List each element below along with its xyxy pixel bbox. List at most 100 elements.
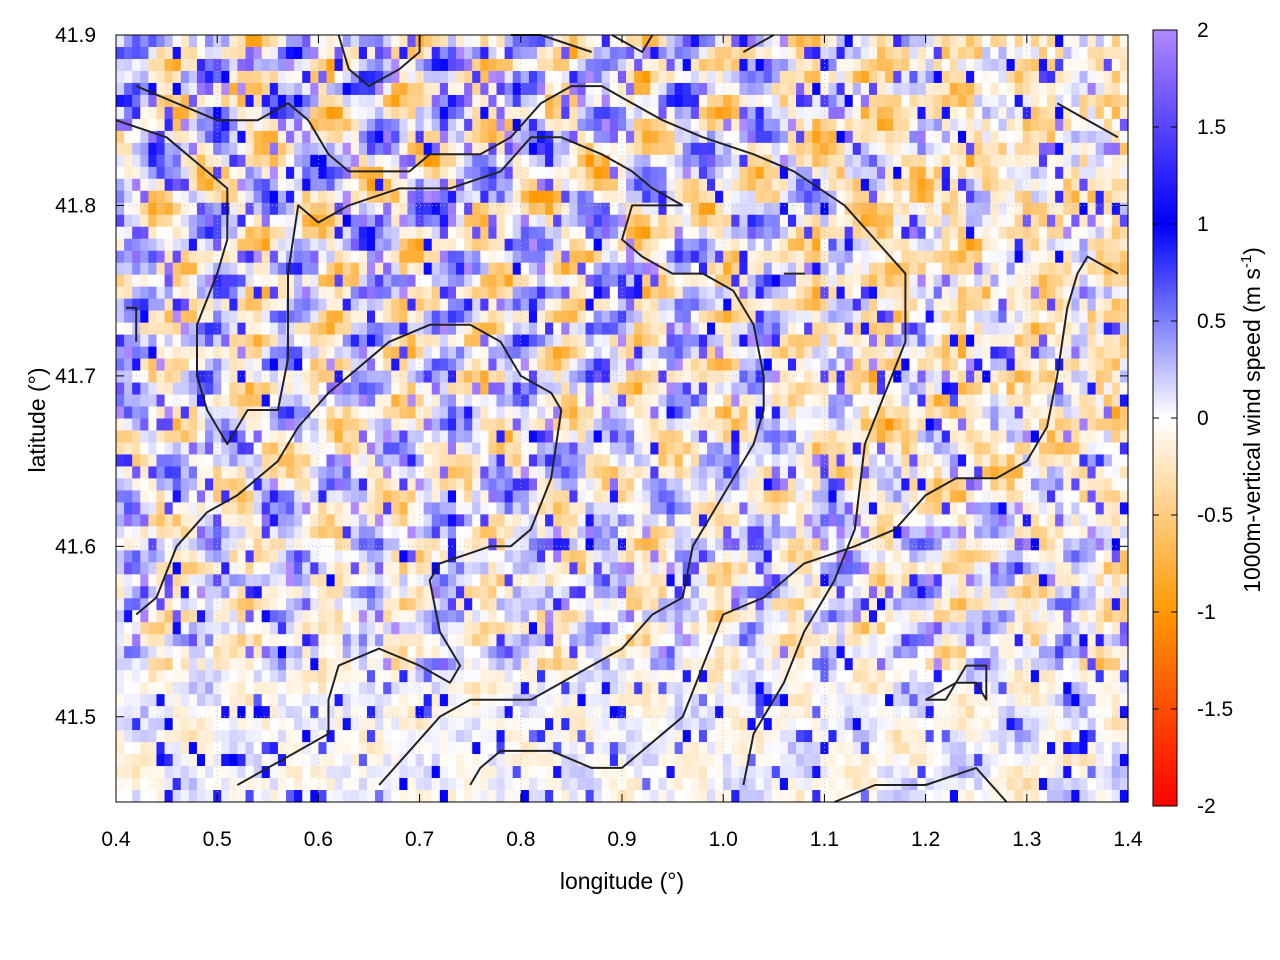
heatmap-cell bbox=[180, 166, 190, 180]
heatmap-cell bbox=[447, 46, 457, 60]
heatmap-cell bbox=[634, 190, 643, 204]
heatmap-cell bbox=[1103, 154, 1113, 168]
heatmap-cell bbox=[415, 442, 425, 456]
heatmap-cell bbox=[787, 466, 797, 480]
heatmap-cell bbox=[787, 70, 797, 84]
heatmap-cell bbox=[569, 454, 579, 468]
heatmap-cell bbox=[1087, 394, 1097, 408]
heatmap-cell bbox=[536, 490, 546, 503]
heatmap-cell bbox=[1103, 394, 1113, 408]
heatmap-cell bbox=[512, 394, 522, 408]
heatmap-cell bbox=[156, 82, 166, 96]
heatmap-cell bbox=[553, 70, 562, 84]
heatmap-cell bbox=[237, 106, 247, 120]
heatmap-cell bbox=[917, 382, 927, 396]
heatmap-cell bbox=[383, 358, 392, 372]
heatmap-cell bbox=[350, 154, 360, 168]
heatmap-cell bbox=[1055, 466, 1064, 480]
heatmap-cell bbox=[852, 46, 862, 60]
heatmap-cell bbox=[707, 94, 716, 108]
heatmap-cell bbox=[431, 502, 441, 515]
heatmap-cell bbox=[852, 382, 862, 396]
heatmap-cell bbox=[294, 214, 303, 228]
heatmap-cell bbox=[917, 370, 927, 384]
heatmap-cell bbox=[302, 238, 311, 252]
heatmap-cell bbox=[310, 35, 319, 48]
heatmap-cell bbox=[132, 142, 141, 156]
heatmap-cell bbox=[682, 106, 692, 120]
heatmap-cell bbox=[569, 106, 579, 120]
heatmap-cell bbox=[472, 118, 481, 132]
heatmap-cell bbox=[690, 346, 700, 360]
heatmap-cell bbox=[196, 238, 206, 252]
heatmap-cell bbox=[512, 226, 522, 240]
heatmap-cell bbox=[213, 214, 222, 228]
heatmap-cell bbox=[512, 334, 522, 348]
heatmap-cell bbox=[707, 70, 716, 84]
heatmap-cell bbox=[439, 154, 449, 168]
heatmap-cell bbox=[253, 238, 263, 252]
heatmap-cell bbox=[1079, 382, 1089, 396]
heatmap-cell bbox=[1087, 82, 1097, 96]
heatmap-cell bbox=[358, 70, 368, 84]
heatmap-cell bbox=[804, 118, 813, 132]
heatmap-cell bbox=[456, 430, 465, 444]
heatmap-cell bbox=[375, 238, 384, 252]
heatmap-cell bbox=[342, 346, 352, 360]
heatmap-cell bbox=[1111, 70, 1121, 84]
heatmap-cell bbox=[715, 358, 724, 372]
heatmap-cell bbox=[326, 70, 336, 84]
heatmap-cell bbox=[1055, 418, 1064, 432]
heatmap-cell bbox=[407, 502, 417, 515]
heatmap-cell bbox=[196, 298, 206, 312]
heatmap-cell bbox=[391, 82, 400, 96]
heatmap-cell bbox=[690, 214, 700, 228]
heatmap-cell bbox=[512, 190, 522, 204]
heatmap-cell bbox=[1111, 226, 1121, 240]
heatmap-cell bbox=[731, 490, 740, 503]
heatmap-cell bbox=[213, 94, 222, 108]
heatmap-cell bbox=[933, 202, 943, 216]
heatmap-cell bbox=[642, 214, 651, 228]
heatmap-cell bbox=[917, 130, 927, 144]
heatmap-cell bbox=[820, 142, 830, 156]
heatmap-cell bbox=[366, 298, 376, 312]
heatmap-cell bbox=[626, 442, 635, 456]
heatmap-cell bbox=[1111, 82, 1121, 96]
heatmap-cell bbox=[302, 502, 311, 515]
heatmap-cell bbox=[909, 142, 919, 156]
heatmap-cell bbox=[1047, 58, 1056, 72]
heatmap-cell bbox=[140, 35, 149, 48]
heatmap-cell bbox=[464, 490, 473, 503]
heatmap-cell bbox=[1006, 250, 1016, 264]
heatmap-cell bbox=[1014, 202, 1024, 216]
heatmap-cell bbox=[901, 118, 911, 132]
heatmap-cell bbox=[933, 274, 943, 288]
heatmap-cell bbox=[221, 490, 230, 503]
heatmap-cell bbox=[1022, 154, 1032, 168]
heatmap-cell bbox=[585, 430, 595, 444]
heatmap-cell bbox=[188, 490, 198, 503]
heatmap-cell bbox=[804, 442, 813, 456]
heatmap-cell bbox=[731, 214, 740, 228]
heatmap-cell bbox=[747, 238, 757, 252]
heatmap-cell bbox=[229, 286, 239, 300]
heatmap-cell bbox=[747, 322, 757, 336]
heatmap-cell bbox=[415, 94, 425, 108]
heatmap-cell bbox=[949, 298, 959, 312]
heatmap-cell bbox=[229, 274, 239, 288]
heatmap-cell bbox=[1063, 334, 1072, 348]
heatmap-cell bbox=[326, 454, 336, 468]
heatmap-cell bbox=[609, 406, 619, 420]
heatmap-cell bbox=[974, 310, 983, 324]
heatmap-cell bbox=[617, 370, 627, 384]
heatmap-cell bbox=[237, 346, 247, 360]
heatmap-cell bbox=[464, 478, 473, 491]
heatmap-cell bbox=[512, 478, 522, 491]
heatmap-cell bbox=[431, 154, 441, 168]
heatmap-cell bbox=[796, 58, 805, 72]
heatmap-cell bbox=[771, 35, 781, 48]
heatmap-cell bbox=[488, 454, 498, 468]
heatmap-cell bbox=[747, 454, 757, 468]
heatmap-cell bbox=[585, 406, 595, 420]
